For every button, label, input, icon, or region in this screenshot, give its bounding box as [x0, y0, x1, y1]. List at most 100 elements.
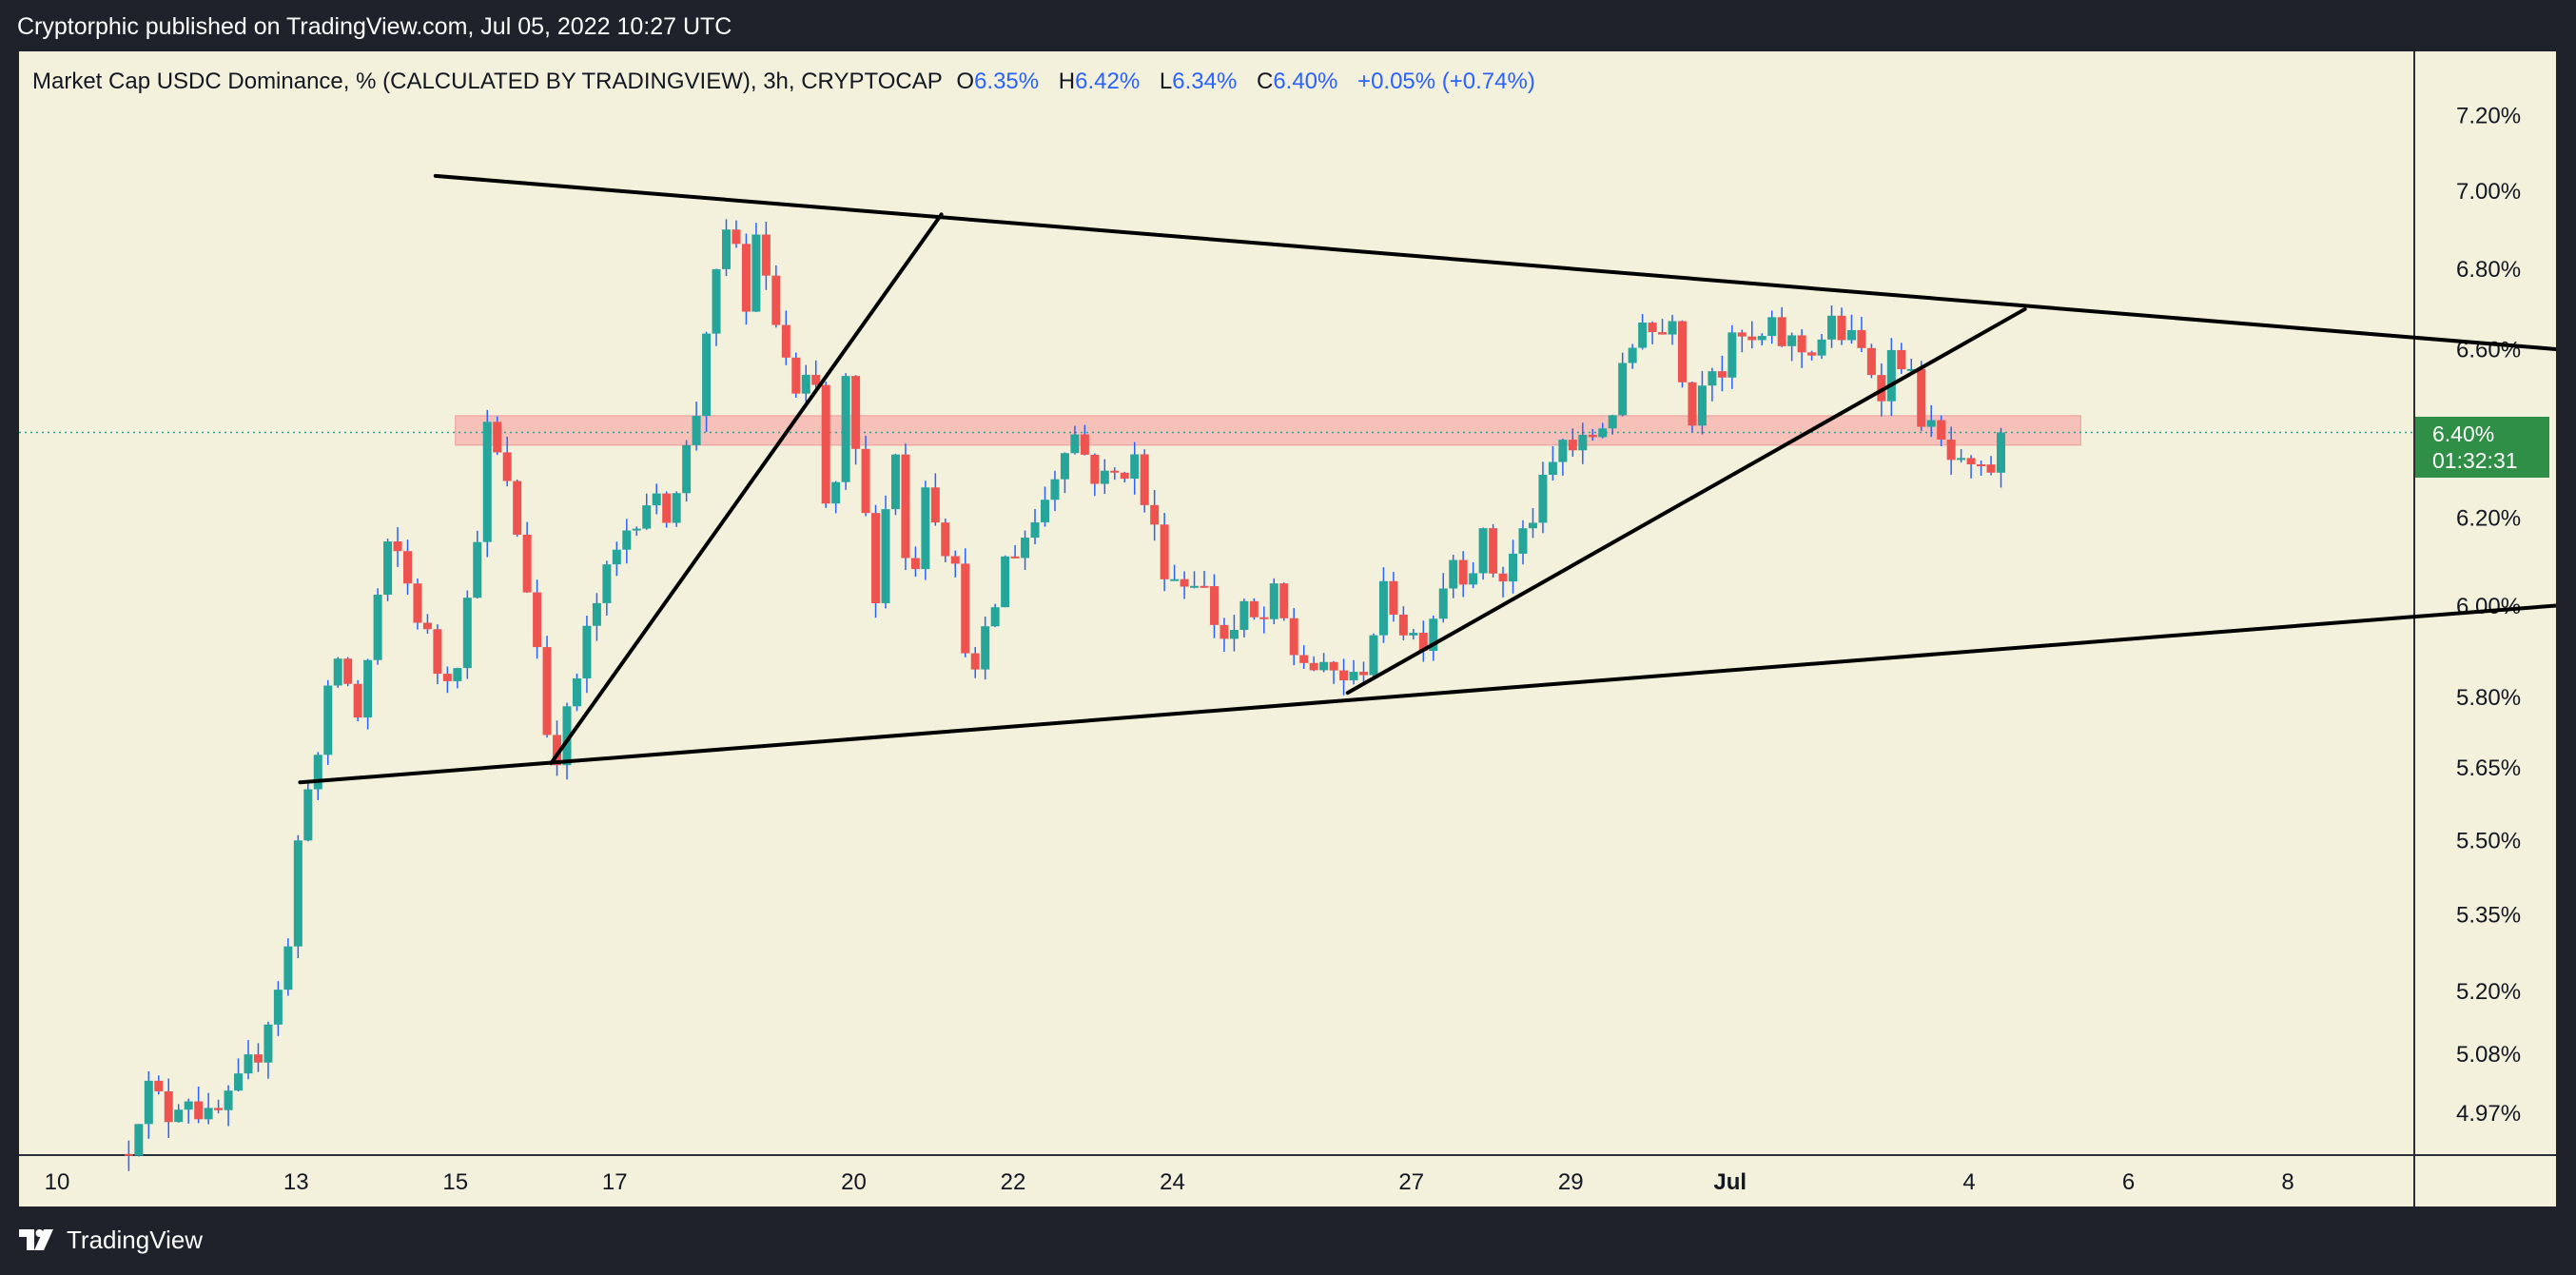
candle-down	[1200, 585, 1209, 588]
candle-up	[373, 594, 382, 660]
candle-up	[283, 946, 293, 991]
candle-up	[1638, 323, 1648, 348]
candle-down	[533, 592, 542, 648]
candle-down	[1140, 454, 1149, 505]
candle-down	[1717, 371, 1727, 378]
candle-down	[1866, 347, 1876, 376]
candle-down	[1489, 528, 1498, 574]
candle-down	[1309, 662, 1318, 671]
candle-up	[333, 658, 342, 686]
y-tick-label: 7.00%	[2456, 179, 2521, 205]
candle-down	[1897, 349, 1906, 370]
candle-down	[1986, 464, 1996, 473]
candle-up	[1050, 479, 1060, 500]
legend: Market Cap USDC Dominance, % (CALCULATED…	[32, 69, 1535, 95]
chart-svg[interactable]: 7.20%7.00%6.80%6.60%6.20%6.00%5.80%5.65%…	[19, 51, 2556, 1206]
trendline-ascending-support	[298, 603, 2556, 785]
candle-up	[1628, 347, 1637, 363]
y-tick-label: 5.20%	[2456, 979, 2521, 1005]
last-price-countdown: 01:32:31	[2432, 448, 2518, 473]
candle-down	[1180, 579, 1189, 587]
candle-up	[642, 505, 652, 529]
candle-down	[941, 522, 950, 557]
candle-down	[930, 487, 940, 523]
x-tick-label: 8	[2281, 1169, 2293, 1195]
candle-up	[1021, 538, 1030, 559]
candle-up	[134, 1124, 144, 1156]
legend-high-label: H	[1058, 69, 1076, 94]
candle-up	[1229, 629, 1239, 639]
candle-up	[383, 541, 393, 595]
candle-up	[1957, 458, 1966, 461]
candle-down	[771, 275, 781, 325]
last-price-value: 6.40%	[2432, 422, 2495, 446]
candle-down	[393, 541, 402, 552]
x-tick-label: 24	[1160, 1169, 1185, 1195]
candle-up	[801, 374, 810, 394]
candle-down	[1220, 624, 1229, 639]
candle-up	[273, 990, 283, 1025]
candle-up	[831, 481, 841, 504]
candle-down	[1777, 317, 1786, 346]
candle-down	[1289, 618, 1298, 656]
candle-up	[174, 1109, 184, 1123]
y-tick-label: 5.65%	[2456, 755, 2521, 781]
candle-up	[1906, 368, 1916, 371]
candle-up	[1846, 329, 1856, 341]
candle-down	[403, 551, 412, 584]
bottom-bar	[0, 1208, 2576, 1275]
candle-up	[462, 598, 472, 669]
candle-down	[1568, 440, 1577, 451]
candle-down	[502, 452, 512, 481]
candle-up	[562, 706, 572, 766]
candle-up	[1608, 415, 1617, 429]
candle-down	[493, 422, 502, 453]
candle-down	[1160, 524, 1169, 579]
candle-up	[1548, 461, 1557, 475]
candle-up	[1817, 339, 1826, 356]
candle-down	[1080, 434, 1089, 455]
candle-up	[592, 602, 601, 626]
candle-down	[1010, 556, 1020, 559]
x-tick-label: 22	[1001, 1169, 1026, 1195]
candle-down	[1498, 573, 1508, 582]
candle-down	[1977, 464, 1986, 467]
candle-down	[901, 454, 910, 559]
candle-down	[861, 448, 870, 514]
candle-down	[791, 357, 801, 394]
candle-down	[1339, 670, 1349, 681]
candle-up	[692, 416, 701, 445]
candle-down	[433, 629, 442, 675]
candle-down	[1120, 472, 1129, 480]
candle-down	[124, 1153, 133, 1156]
y-tick-label: 6.80%	[2456, 257, 2521, 283]
candle-up	[612, 549, 621, 565]
tradingview-logo[interactable]: TradingView	[19, 1226, 203, 1255]
candle-down	[542, 647, 552, 736]
candle-up	[1030, 521, 1040, 539]
y-tick-label: 6.00%	[2456, 594, 2521, 619]
chart-area[interactable]: 7.20% 7.00% 6.80% 6.60% 6.20% 6.00% 5.80% 5.65%…	[19, 51, 2556, 1206]
candle-down	[343, 658, 353, 684]
candle-up	[363, 659, 373, 718]
tradingview-logo-icon	[19, 1228, 53, 1250]
candle-up	[303, 789, 313, 841]
candle-down	[1857, 329, 1866, 348]
candle-up	[1170, 579, 1180, 581]
candle-down	[1877, 375, 1886, 402]
candle-up	[1070, 434, 1080, 454]
candle-down	[1737, 332, 1747, 337]
candle-down	[1648, 323, 1657, 333]
candle-down	[1946, 439, 1956, 461]
y-tick-label: 5.50%	[2456, 828, 2521, 853]
candle-down	[553, 735, 562, 766]
candle-down	[422, 622, 432, 630]
y-tick-label: 5.35%	[2456, 903, 2521, 929]
candle-up	[1697, 385, 1707, 426]
candle-up	[1827, 315, 1837, 340]
candle-up	[1668, 321, 1677, 335]
candle-up	[1538, 474, 1548, 523]
candle-down	[194, 1101, 204, 1120]
candle-up	[632, 528, 641, 531]
candle-down	[871, 513, 881, 603]
